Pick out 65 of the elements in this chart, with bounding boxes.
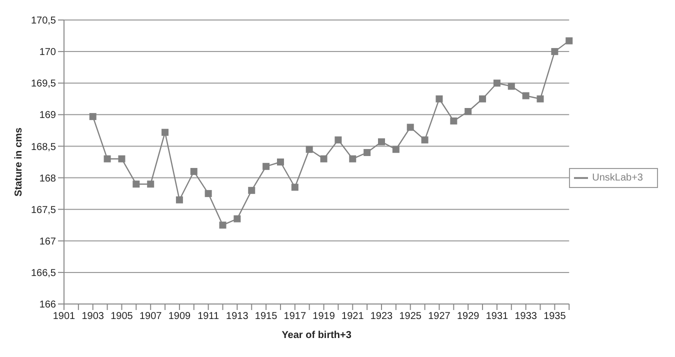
- point: [320, 155, 328, 162]
- point: [248, 186, 256, 194]
- legend-label: UnskLab+3: [592, 172, 643, 184]
- y-tick-label: 169: [39, 110, 56, 122]
- x-tick-label: 1923: [370, 311, 394, 322]
- point: [436, 95, 443, 102]
- point: [551, 48, 558, 56]
- point: [406, 124, 414, 131]
- point: [262, 162, 270, 170]
- x-tick-label: 1935: [544, 311, 566, 322]
- y-tick-label: 168,5: [30, 142, 56, 153]
- point: [334, 136, 342, 144]
- point: [291, 184, 298, 191]
- point: [508, 82, 515, 90]
- x-tick-label: 1933: [514, 311, 538, 322]
- x-tick-label: 1913: [226, 311, 249, 322]
- x-tick-label: 1915: [254, 311, 278, 322]
- y-tick-label: 167: [39, 236, 56, 248]
- y-axis-title: Stature in cms: [14, 127, 25, 196]
- point: [306, 146, 313, 153]
- point: [522, 92, 530, 100]
- point: [89, 113, 96, 120]
- point: [176, 196, 183, 204]
- x-tick-label: 1903: [82, 311, 104, 322]
- x-tick-label: 1901: [52, 311, 76, 322]
- x-tick-label: 1905: [110, 311, 134, 322]
- y-tick-label: 166,5: [30, 268, 56, 279]
- y-tick-label: 167,5: [30, 204, 56, 216]
- y-tick-label: 166: [39, 300, 56, 311]
- point: [104, 155, 111, 162]
- point: [450, 117, 458, 124]
- x-tick-label: 1919: [312, 311, 336, 322]
- x-tick-label: 1917: [284, 311, 306, 322]
- point: [566, 37, 573, 44]
- point: [190, 168, 198, 175]
- x-tick-label: 1907: [139, 311, 162, 322]
- x-tick-label: 1921: [342, 311, 364, 322]
- point: [276, 158, 284, 166]
- x-tick-label: 1927: [428, 311, 451, 322]
- x-tick-label: 1909: [168, 311, 192, 322]
- point: [421, 136, 428, 144]
- point: [219, 222, 226, 229]
- point: [392, 146, 400, 153]
- point: [493, 80, 500, 87]
- x-tick-label: 1925: [399, 311, 422, 322]
- y-tick-label: 170: [39, 47, 56, 58]
- point: [162, 128, 169, 136]
- point: [118, 155, 126, 162]
- x-tick-label: 1911: [198, 311, 220, 322]
- y-tick-label: 169,5: [30, 78, 56, 90]
- point: [479, 95, 486, 102]
- point: [364, 149, 371, 156]
- point: [464, 108, 472, 116]
- point: [349, 155, 356, 162]
- point: [378, 138, 386, 146]
- y-tick-label: 168: [39, 173, 56, 184]
- x-tick-label: 1929: [456, 311, 480, 322]
- x-tick-label: 1931: [486, 311, 509, 322]
- point: [147, 180, 154, 188]
- point: [204, 190, 212, 198]
- point: [132, 180, 140, 188]
- point: [234, 215, 241, 222]
- point: [536, 95, 544, 102]
- y-tick-label: 170,5: [30, 16, 56, 27]
- x-axis-title: Year of birth+3: [282, 330, 352, 341]
